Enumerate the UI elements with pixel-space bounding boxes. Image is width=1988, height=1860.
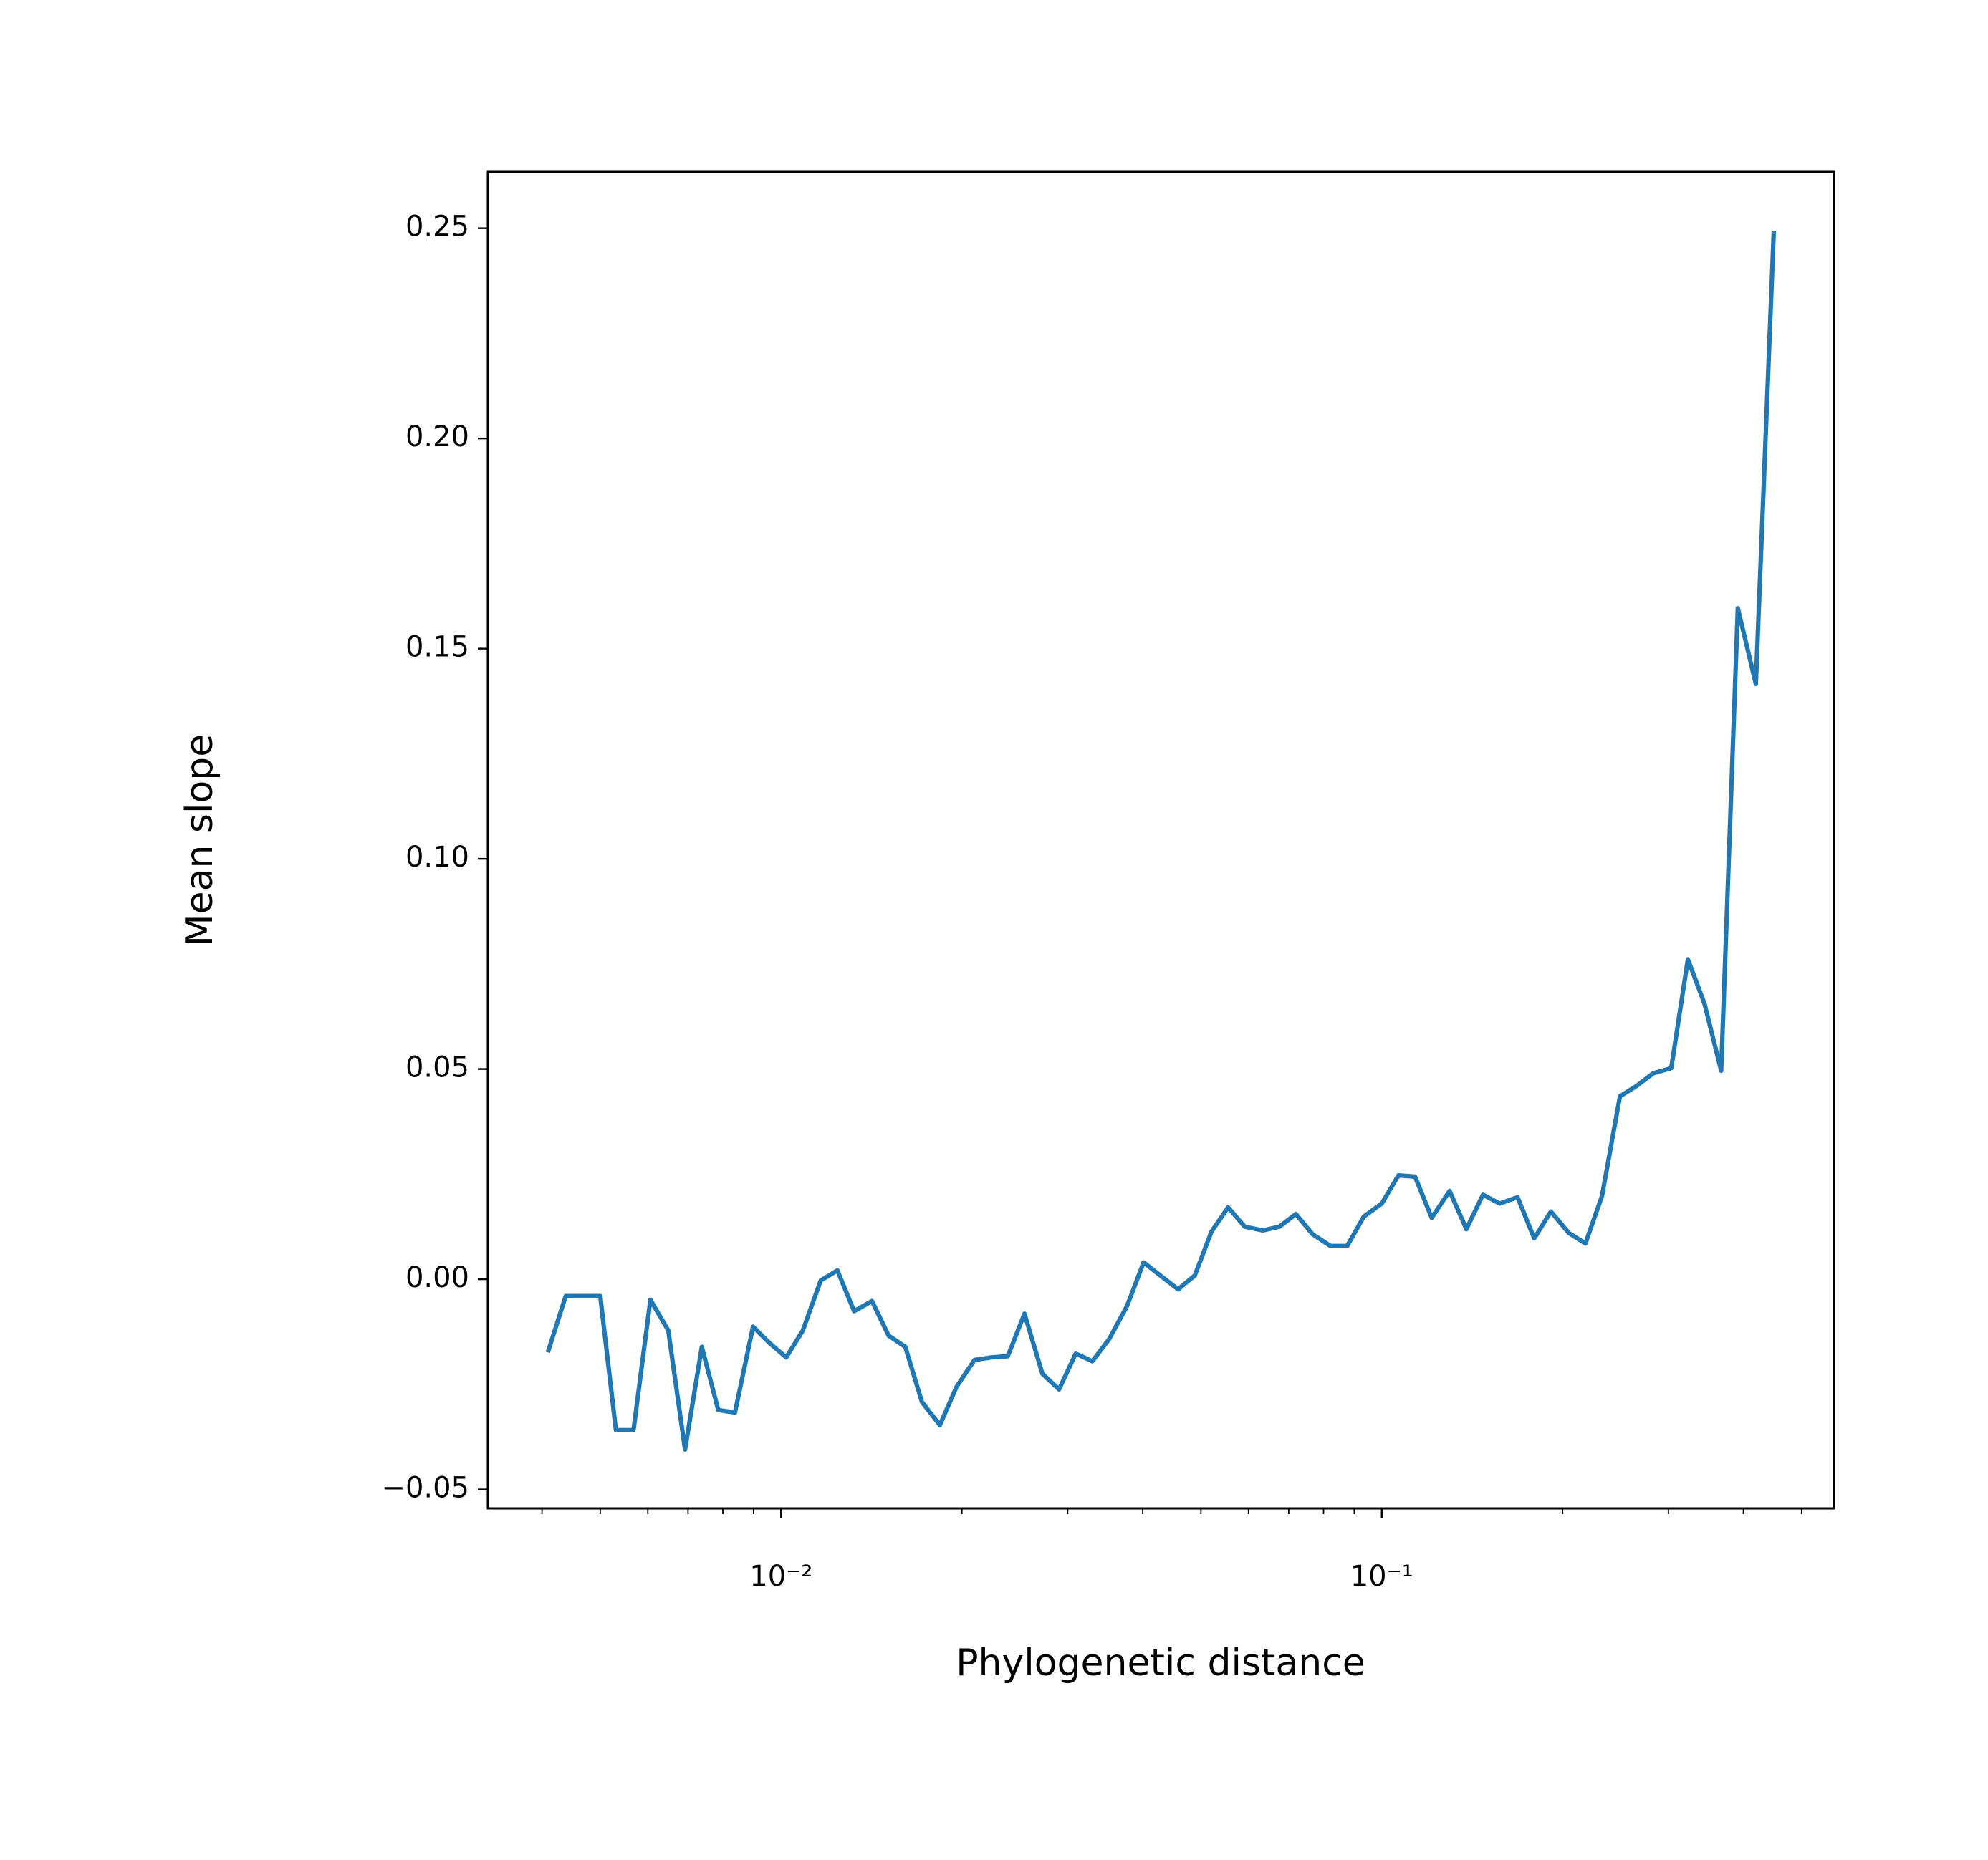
y-tick-label: 0.00 — [405, 1261, 469, 1294]
x-tick-label: 10⁻¹ — [1350, 1560, 1413, 1593]
x-tick-label: 10⁻² — [749, 1560, 812, 1593]
y-tick-label: 0.15 — [405, 631, 469, 664]
y-tick-label: −0.05 — [381, 1472, 469, 1505]
y-tick-label: 0.25 — [405, 211, 469, 244]
plot-frame — [486, 170, 1835, 1510]
y-axis-label: Mean slope — [178, 734, 221, 947]
x-axis-label: Phylogenetic distance — [956, 1642, 1365, 1685]
y-tick-label: 0.05 — [405, 1051, 469, 1084]
y-tick-label: 0.20 — [405, 420, 469, 453]
data-line — [545, 231, 1777, 1452]
y-tick-label: 0.10 — [405, 841, 469, 874]
